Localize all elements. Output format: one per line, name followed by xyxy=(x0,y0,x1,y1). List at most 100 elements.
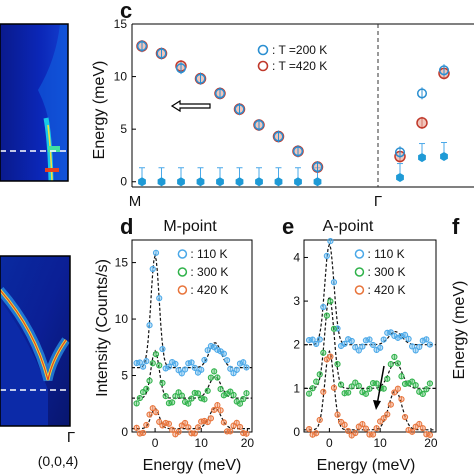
data-point xyxy=(384,411,391,418)
legend-marker xyxy=(354,285,365,295)
ytick-label: 2 xyxy=(293,338,300,352)
xtick-label: 20 xyxy=(241,436,255,450)
panel-d-xlabel: Energy (meV) xyxy=(143,457,242,474)
data-point xyxy=(362,425,370,432)
data-point xyxy=(391,389,398,396)
panel-c-xlabel-m: M xyxy=(129,193,142,210)
data-point xyxy=(236,400,244,407)
data-point xyxy=(149,360,156,367)
data-point xyxy=(377,344,384,351)
legend-marker xyxy=(177,249,188,259)
data-point xyxy=(348,337,355,345)
data-point xyxy=(369,431,377,438)
plot-frame xyxy=(131,239,253,433)
panel-e-marks xyxy=(304,237,436,439)
data-point xyxy=(316,336,323,343)
data-point xyxy=(316,416,323,424)
data-point xyxy=(194,424,202,431)
data-point xyxy=(185,424,192,431)
data-point xyxy=(204,347,211,354)
fit-line xyxy=(304,294,436,389)
panel-c-ytick-label: 0 xyxy=(120,175,127,189)
panel-f-ylabel: Energy (meV) xyxy=(451,281,468,380)
fit-line xyxy=(132,349,252,399)
data-point xyxy=(366,336,373,343)
low-mode-point xyxy=(235,177,244,187)
panel-c-marks xyxy=(136,40,450,187)
coordinate-label: (0,0,4) xyxy=(38,453,78,469)
panel-c-ylabel: Energy (meV) xyxy=(91,61,108,160)
panel-d-axes: 0 5 10 15 0 10 20 xyxy=(115,239,255,450)
data-point xyxy=(198,366,205,373)
data-point xyxy=(139,429,147,437)
data-point xyxy=(214,374,221,381)
panel-f-letter: f xyxy=(452,214,460,239)
data-point xyxy=(327,353,334,360)
data-point xyxy=(330,325,338,332)
data-point xyxy=(146,377,153,384)
low-mode-point xyxy=(196,177,205,187)
data-point xyxy=(398,396,405,403)
phonon-point xyxy=(292,146,304,157)
data-point xyxy=(401,413,409,421)
phonon-point xyxy=(253,119,265,131)
data-point xyxy=(172,393,179,400)
data-point xyxy=(355,347,362,354)
low-mode-point xyxy=(177,177,185,187)
data-point xyxy=(416,420,423,428)
data-point xyxy=(394,385,402,392)
data-point xyxy=(366,385,373,392)
legend-c-200k-label: : T =200 K xyxy=(272,43,327,57)
arrow-down-icon xyxy=(373,365,385,410)
data-point xyxy=(373,425,380,432)
data-point xyxy=(341,421,348,428)
ytick-label: 3 xyxy=(293,294,300,308)
data-point xyxy=(313,378,320,385)
data-point xyxy=(149,405,156,412)
data-point xyxy=(426,341,434,348)
data-point xyxy=(227,428,234,435)
ytick-label: 0 xyxy=(121,425,128,439)
data-point xyxy=(330,279,338,286)
data-point xyxy=(330,384,338,391)
low-mode-point xyxy=(418,153,426,163)
low-mode-point xyxy=(294,177,302,187)
data-point xyxy=(323,312,330,319)
legend-marker xyxy=(177,285,188,295)
data-point xyxy=(409,428,416,435)
data-point xyxy=(169,359,176,366)
panel-c-ytick-label: 10 xyxy=(114,70,128,84)
data-point xyxy=(323,252,330,260)
data-point xyxy=(387,361,394,368)
panel-e-letter: e xyxy=(282,214,294,239)
data-point xyxy=(139,363,147,370)
low-mode-point xyxy=(255,177,263,187)
legend-c-420k-label: : T =420 K xyxy=(272,59,327,73)
panel-d-marks xyxy=(132,249,252,438)
data-point xyxy=(143,385,150,392)
data-point xyxy=(152,249,160,256)
data-point xyxy=(345,427,352,435)
data-point xyxy=(426,431,434,439)
data-point xyxy=(207,374,215,381)
data-point xyxy=(152,409,160,416)
data-point xyxy=(243,364,250,371)
data-point xyxy=(380,336,387,343)
data-point xyxy=(337,381,345,388)
panel-c-ytick-label: 15 xyxy=(114,17,128,31)
data-point xyxy=(419,425,426,432)
xtick-label: 0 xyxy=(152,436,159,450)
phonon-point xyxy=(312,161,323,173)
data-point xyxy=(405,335,412,342)
data-point xyxy=(240,359,247,366)
data-point xyxy=(362,390,370,397)
legend-marker xyxy=(354,267,365,277)
phonon-point xyxy=(156,48,167,59)
data-point xyxy=(426,380,434,387)
data-point xyxy=(320,388,327,395)
legend-c-420k-marker xyxy=(257,60,269,72)
arrow-left-icon xyxy=(170,99,211,113)
fit-line xyxy=(304,349,436,431)
data-point xyxy=(384,375,391,382)
low-mode-point xyxy=(157,177,166,187)
